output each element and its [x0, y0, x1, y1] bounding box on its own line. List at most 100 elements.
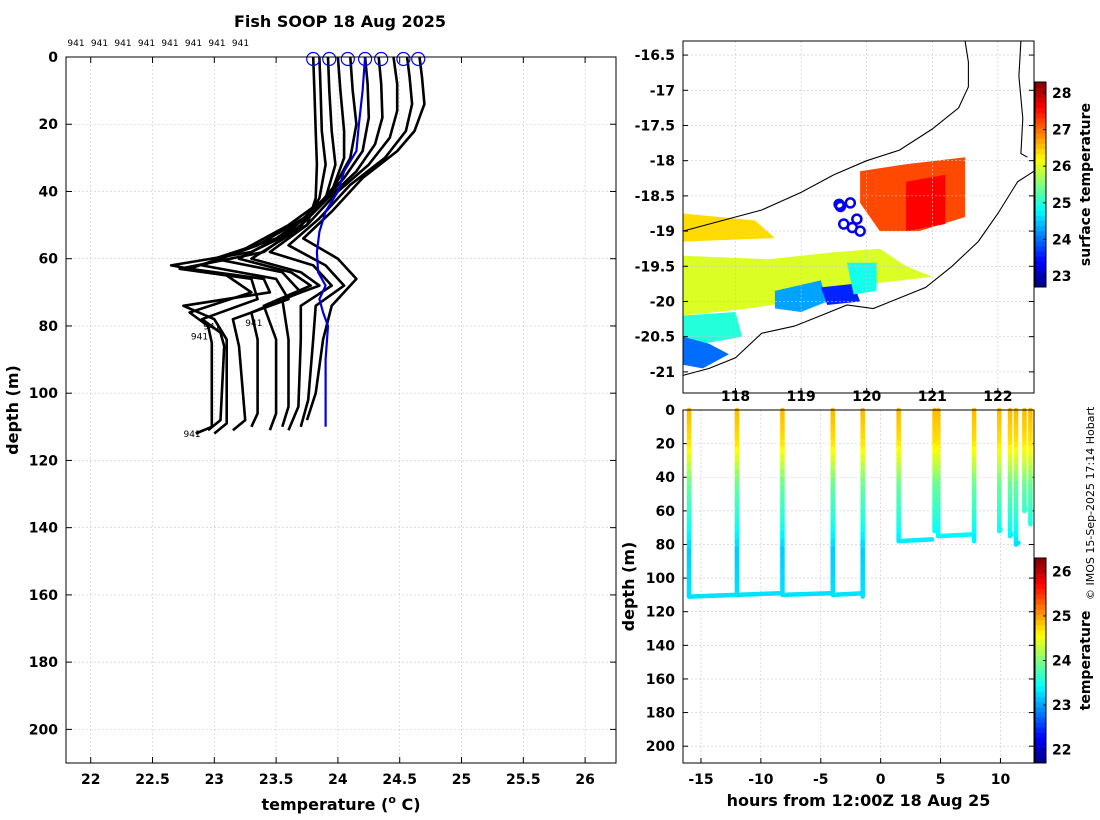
profile-line	[301, 56, 426, 421]
plot-frame	[682, 409, 1035, 764]
colorbar-tick-label: 26	[1052, 159, 1071, 175]
x-tick-label: 23	[205, 772, 224, 788]
sst-map-chart: 118 119 120 121 122 -16.5 -17 -17.5 -18 -18.5 -19 -…	[635, 40, 1094, 405]
y-tick-label: 140	[646, 638, 675, 654]
x-tick-label: 5	[936, 772, 946, 788]
x-tick-label: 23.5	[259, 772, 294, 788]
cast-id-label: 941	[203, 322, 220, 332]
colorbar-segment	[1035, 686, 1046, 692]
cast-id-label: 941	[114, 39, 131, 49]
colorbar-segment	[1035, 199, 1046, 206]
x-axis-label-sup: o	[388, 793, 396, 806]
y-tick-label: 60	[656, 504, 676, 520]
colorbar-label: temperature	[1078, 611, 1094, 711]
colorbar-segment	[1035, 732, 1046, 738]
y-tick-label: 40	[39, 184, 59, 200]
colorbar-segment	[1035, 624, 1046, 631]
colorbar-segment	[1035, 87, 1046, 93]
colorbar-segment	[1035, 650, 1046, 656]
colorbar-segment	[1035, 128, 1046, 134]
colorbar-tick-label: 23	[1052, 698, 1071, 714]
colorbar-segment	[1035, 614, 1046, 620]
coastline	[1018, 40, 1028, 158]
y-tick-label: 200	[646, 739, 675, 755]
x-tick-label: 22.5	[135, 772, 170, 788]
cast-id-label: 941	[232, 39, 249, 49]
colorbar-segment	[1035, 281, 1046, 288]
x-tick-label: 118	[721, 389, 750, 405]
profile-start-marker	[411, 51, 426, 67]
colorbar-segment	[1035, 655, 1046, 661]
bottom-track	[830, 590, 865, 598]
map-frame	[682, 40, 1035, 394]
colorbar-segment	[1035, 727, 1046, 733]
bottom-track	[1013, 540, 1021, 547]
y-tick-label: 60	[39, 252, 59, 268]
y-tick-label: -18.5	[635, 189, 675, 205]
y-tick-label: 100	[646, 571, 675, 587]
x-tick-label: 10	[991, 772, 1011, 788]
colorbar-segment	[1035, 681, 1046, 687]
profile-start-marker	[306, 51, 321, 67]
profile-start-marker	[396, 51, 411, 67]
x-tick-label: 22	[81, 772, 100, 788]
profile-line	[182, 56, 337, 435]
y-tick-label: -16.5	[635, 48, 675, 64]
colorbar-segment	[1035, 107, 1046, 114]
colorbar-segment	[1035, 102, 1046, 109]
x-tick-label: 26	[575, 772, 594, 788]
profile-line	[287, 56, 414, 428]
colorbar-label: surface temperature	[1078, 103, 1094, 266]
map-area	[683, 41, 1034, 393]
colorbar-segment	[1035, 588, 1046, 595]
colorbar-segment	[1035, 629, 1046, 636]
colorbar-segment	[1035, 583, 1046, 590]
colorbar-segment	[1035, 215, 1046, 221]
cast-id-label: 941	[183, 430, 200, 440]
depth-time-chart: -15 -10 -5 0 5 10020406080100120140160180200h…	[619, 403, 1094, 810]
colorbar-segment	[1035, 158, 1046, 165]
colorbar-segment	[1035, 742, 1046, 749]
y-tick-label: 100	[29, 386, 58, 402]
sst-patch	[683, 213, 775, 242]
bottom-track	[1007, 532, 1014, 539]
colorbar-segment	[1035, 696, 1046, 702]
colorbar-segment	[1035, 179, 1046, 185]
x-tick-label: 119	[786, 389, 815, 405]
figure-title: Fish SOOP 18 Aug 2025	[234, 12, 446, 31]
x-tick-label: 24	[328, 772, 348, 788]
colorbar-segment	[1035, 153, 1046, 160]
cast-id-label: 941	[185, 39, 202, 49]
y-tick-label: 120	[29, 453, 58, 469]
credit-text: © IMOS 15-Sep-2025 17:14 Hobart	[1084, 406, 1097, 600]
colorbar-segment	[1035, 573, 1046, 579]
profile-line	[178, 56, 327, 432]
colorbar-segment	[1035, 194, 1046, 201]
colorbar-tick-label: 27	[1052, 123, 1071, 139]
y-tick-label: 120	[646, 605, 675, 621]
colorbar-segment	[1035, 578, 1046, 585]
colorbar-segment	[1035, 246, 1046, 252]
y-tick-label: 80	[39, 319, 59, 335]
colorbar-segment	[1035, 164, 1046, 170]
colorbar-tick-label: 25	[1052, 196, 1071, 212]
y-tick-label: -19	[650, 224, 675, 240]
colorbar-segment	[1035, 752, 1046, 759]
colorbar-segment	[1035, 174, 1046, 180]
y-tick-label: 160	[646, 672, 675, 688]
x-axis-label-text: temperature (	[261, 795, 388, 814]
cast-id-label: 941	[208, 39, 225, 49]
profile-start-marker	[340, 51, 355, 67]
colorbar-segment	[1035, 148, 1046, 155]
colorbar-segment	[1035, 256, 1046, 262]
y-axis-label: depth (m)	[619, 542, 638, 632]
colorbar-segment	[1035, 722, 1046, 728]
profile-line	[315, 56, 367, 427]
colorbar-segment	[1035, 210, 1046, 216]
x-tick-label: 24.5	[382, 772, 417, 788]
colorbar-tick-label: 23	[1052, 269, 1071, 285]
x-tick-label: 0	[876, 772, 886, 788]
y-tick-label: 20	[39, 117, 59, 133]
coastline	[682, 40, 969, 232]
bottom-track	[997, 527, 1003, 534]
